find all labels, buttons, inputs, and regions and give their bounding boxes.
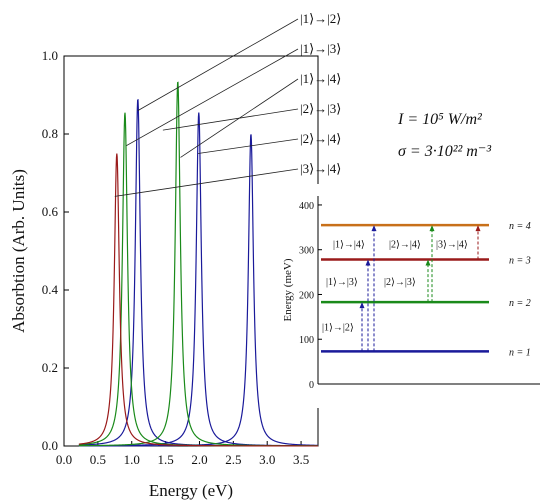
transition-label-2: |1⟩→|3⟩ xyxy=(300,41,341,56)
main-y-tick-label: 0.0 xyxy=(42,438,58,453)
inset-transition-label-2: |1⟩→|3⟩ xyxy=(326,277,358,288)
transition-labels: |1⟩→|2⟩ |1⟩→|3⟩ |1⟩→|4⟩ |2⟩→|3⟩ |2⟩→|4⟩ |3⟩→|… xyxy=(300,11,341,176)
main-y-tick-label: 0.4 xyxy=(42,282,59,297)
main-x-tick-label: 0.0 xyxy=(56,452,72,467)
transition-label-6: |3⟩→|4⟩ xyxy=(300,161,341,176)
main-y-tick-label: 0.6 xyxy=(42,204,59,219)
main-y-axis-label: Absorbtion (Arb. Units) xyxy=(9,169,28,333)
main-x-tick-label: 3.0 xyxy=(259,452,275,467)
leader-line-5 xyxy=(198,138,299,154)
transition-arrowhead-1 xyxy=(359,302,365,309)
energy-level-label-2: n = 2 xyxy=(509,298,531,309)
leader-line-2 xyxy=(126,48,299,147)
leader-line-1 xyxy=(137,18,299,111)
inset-y-tick-label: 200 xyxy=(299,290,314,301)
leader-line-6 xyxy=(114,168,299,197)
inset-y-tick-label: 100 xyxy=(299,335,314,346)
main-y-ticks: 0.0 0.2 0.4 0.6 0.8 1.0 xyxy=(42,48,69,453)
transition-label-4: |2⟩→|3⟩ xyxy=(300,101,341,116)
inset-y-tick-label: 300 xyxy=(299,246,314,257)
transition-arrowhead-5 xyxy=(429,225,435,232)
transition-label-5: |2⟩→|4⟩ xyxy=(300,131,341,146)
inset-y-tick-label: 400 xyxy=(299,201,314,212)
inset-y-ticks: 0 100 200 300 400 xyxy=(299,201,322,391)
energy-level-label-3: n = 3 xyxy=(509,256,531,267)
intensity-annotation: I = 10⁵ W/m² xyxy=(397,111,483,128)
energy-level-inset: 0 100 200 300 400 n = 1 n = 2 n = 3 n = 4 |1⟩→|… xyxy=(273,184,547,408)
transition-arrowhead-3 xyxy=(371,225,377,232)
transition-label-1: |1⟩→|2⟩ xyxy=(300,11,341,26)
transition-arrowhead-2 xyxy=(365,259,371,266)
main-x-tick-label: 2.0 xyxy=(191,452,207,467)
main-y-tick-label: 0.2 xyxy=(42,360,58,375)
inset-transition-labels: |1⟩→|2⟩ |1⟩→|3⟩ |1⟩→|4⟩ |2⟩→|3⟩ |2⟩→|4⟩ |3⟩→|… xyxy=(322,239,468,333)
inset-background xyxy=(273,184,547,408)
energy-level-label-4: n = 4 xyxy=(509,221,531,232)
density-annotation: σ = 3·10²² m⁻³ xyxy=(398,143,491,160)
main-x-tick-label: 1.0 xyxy=(124,452,140,467)
main-absorption-chart: 0.0 0.2 0.4 0.6 0.8 1.0 0.0 0.5 1.0 1.5 2.0 2.5 3.0… xyxy=(9,11,491,500)
transition-label-3: |1⟩→|4⟩ xyxy=(300,71,341,86)
inset-y-tick-label: 0 xyxy=(309,380,314,391)
inset-transition-label-4: |2⟩→|3⟩ xyxy=(384,277,416,288)
inset-transition-label-5: |2⟩→|4⟩ xyxy=(389,239,421,250)
inset-transition-arrows xyxy=(359,225,481,352)
legend-leader-lines xyxy=(114,18,299,197)
main-x-tick-label: 0.5 xyxy=(90,452,106,467)
inset-energy-levels: n = 1 n = 2 n = 3 n = 4 xyxy=(321,221,531,358)
main-x-tick-label: 1.5 xyxy=(157,452,173,467)
main-x-axis-label: Energy (eV) xyxy=(149,481,233,500)
transition-arrowhead-4 xyxy=(425,259,431,266)
main-y-tick-label: 0.8 xyxy=(42,126,58,141)
main-x-tick-label: 2.5 xyxy=(225,452,241,467)
main-x-tick-label: 3.5 xyxy=(293,452,309,467)
leader-line-4 xyxy=(162,108,299,131)
main-y-tick-label: 1.0 xyxy=(42,48,58,63)
inset-y-axis-label: Energy (meV) xyxy=(282,258,294,321)
energy-level-label-1: n = 1 xyxy=(509,347,531,358)
inset-transition-label-6: |3⟩→|4⟩ xyxy=(436,239,468,250)
transition-arrowhead-6 xyxy=(475,225,481,232)
inset-transition-label-3: |1⟩→|4⟩ xyxy=(333,239,365,250)
absorption-curve-6 xyxy=(78,153,318,447)
main-curves xyxy=(78,81,319,447)
inset-transition-label-1: |1⟩→|2⟩ xyxy=(322,323,354,334)
